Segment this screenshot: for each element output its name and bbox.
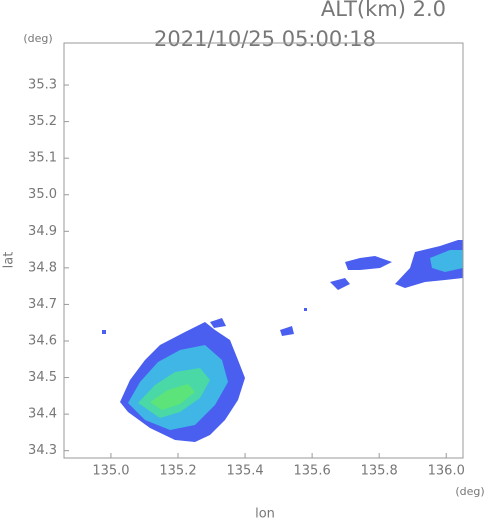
- x-tick-label: 135.4: [226, 464, 263, 479]
- x-axis-label: lon: [255, 507, 275, 521]
- x-tick-label: 135.0: [92, 464, 129, 479]
- altitude-label: ALT(km) 2.0: [321, 0, 446, 21]
- x-tick-label: 136.0: [428, 464, 465, 479]
- y-tick-label: 35.1: [28, 151, 57, 166]
- y-tick-label: 34.6: [28, 333, 57, 348]
- x-unit: (deg): [455, 485, 484, 498]
- y-tick-label: 34.8: [28, 260, 57, 275]
- y-tick-label: 34.9: [28, 224, 57, 239]
- y-tick-label: 35.0: [28, 187, 57, 202]
- x-tick-label: 135.2: [159, 464, 196, 479]
- y-tick-label: 35.2: [28, 114, 57, 129]
- y-tick-label: 34.3: [28, 443, 57, 458]
- y-axis-label: lat: [2, 252, 17, 269]
- x-tick-label: 135.6: [294, 464, 331, 479]
- plot-frame: [63, 42, 464, 459]
- y-unit: (deg): [23, 32, 52, 45]
- radar-echo: [102, 240, 463, 442]
- y-tick-label: 34.5: [28, 370, 57, 385]
- y-tick-label: 34.7: [28, 297, 57, 312]
- y-tick-label: 35.3: [28, 78, 57, 93]
- x-tick-label: 135.8: [361, 464, 398, 479]
- y-tick-label: 34.4: [28, 407, 57, 422]
- chart-title: 2021/10/25 05:00:18: [154, 27, 376, 51]
